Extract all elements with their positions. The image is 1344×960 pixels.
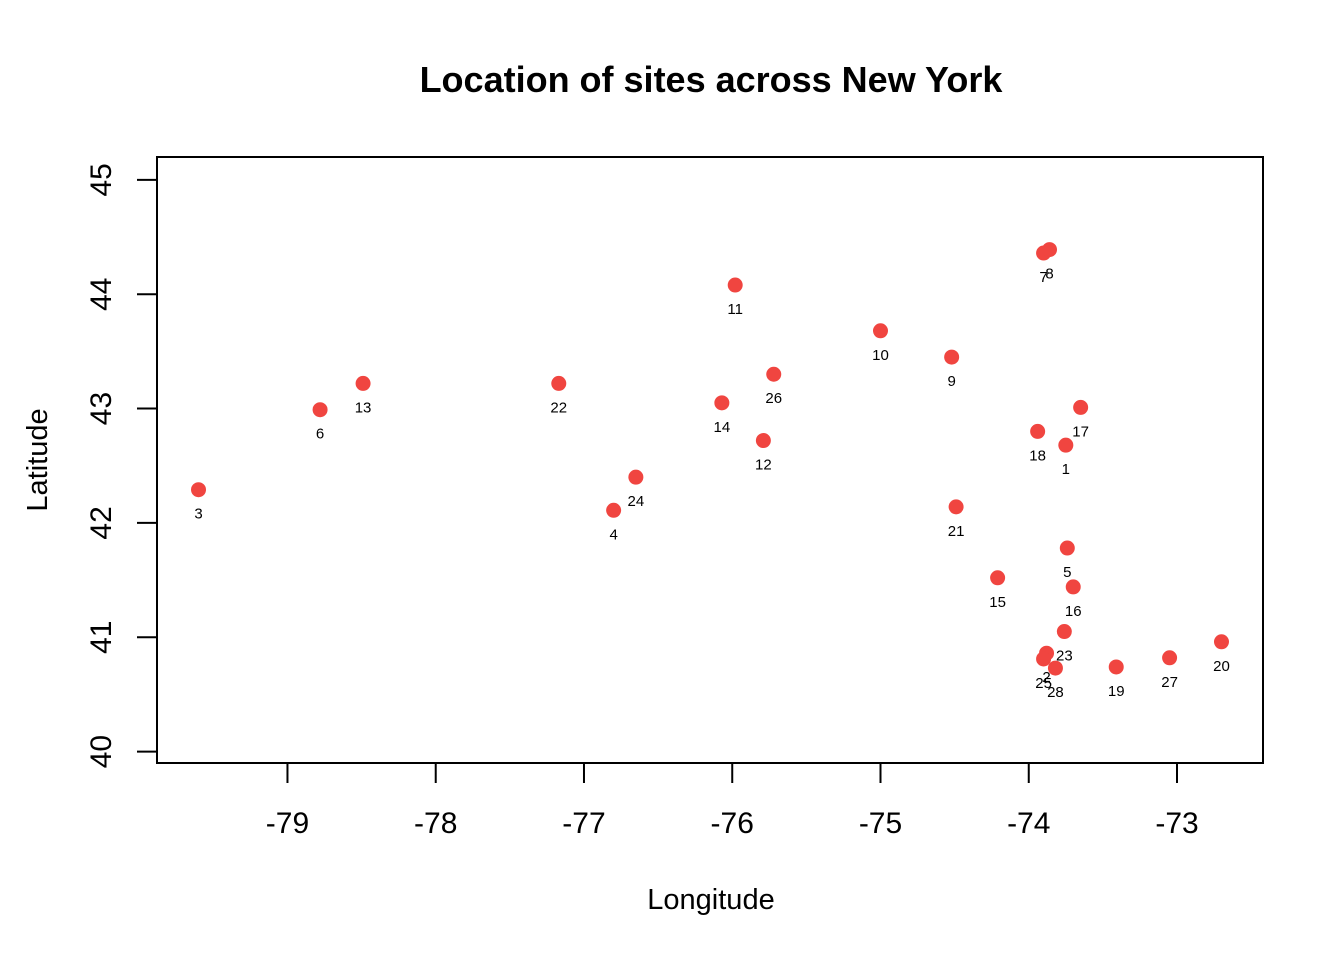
y-tick-label: 41 (85, 621, 118, 654)
site-label: 26 (765, 390, 782, 407)
site-label: 13 (355, 399, 372, 416)
site-label: 25 (1035, 675, 1052, 692)
site-label: 10 (872, 347, 889, 364)
y-tick-label: 43 (85, 392, 118, 425)
site-label: 24 (628, 493, 645, 510)
site-label: 8 (1045, 266, 1053, 283)
site-point (766, 366, 782, 382)
site-label: 17 (1072, 423, 1089, 440)
site-label: 28 (1047, 684, 1064, 701)
y-tick-label: 40 (85, 735, 118, 768)
site-point (191, 482, 207, 498)
y-tick-label: 42 (85, 506, 118, 539)
site-point (355, 375, 371, 391)
site-label: 9 (947, 373, 955, 390)
x-tick-label: -78 (414, 807, 457, 840)
site-label: 14 (714, 419, 731, 436)
site-label: 27 (1161, 674, 1178, 691)
site-label: 11 (727, 301, 743, 318)
site-point (714, 395, 730, 411)
chart-title: Location of sites across New York (420, 59, 1004, 100)
x-tick-label: -74 (1007, 807, 1050, 840)
site-label: 23 (1056, 648, 1073, 665)
site-point (1058, 437, 1074, 453)
site-label: 20 (1213, 658, 1230, 675)
site-point (1162, 650, 1178, 666)
x-axis-label: Longitude (647, 884, 774, 916)
site-point (727, 277, 743, 293)
y-tick-label: 44 (85, 278, 118, 311)
site-point (1065, 579, 1081, 595)
site-point (551, 375, 567, 391)
x-tick-label: -77 (562, 807, 605, 840)
site-point (1213, 634, 1229, 650)
site-label: 18 (1029, 447, 1046, 464)
site-point (1047, 660, 1063, 676)
site-label: 4 (609, 526, 617, 543)
site-point (1036, 651, 1052, 667)
site-label: 21 (948, 523, 965, 540)
site-label: 12 (755, 457, 772, 474)
site-label: 5 (1063, 564, 1071, 581)
site-point (628, 469, 644, 485)
y-axis-label: Latitude (22, 408, 54, 511)
site-point (1059, 540, 1075, 556)
y-axis: 40 41 42 43 44 45 (85, 163, 158, 768)
site-label: 3 (194, 506, 202, 523)
site-point (312, 402, 328, 418)
site-label: 22 (550, 399, 567, 416)
site-label: 19 (1108, 683, 1125, 700)
plot-area-border (156, 156, 1264, 764)
site-point (990, 570, 1006, 586)
data-point-labels: 1234567891011121314151617181920212223242… (194, 266, 1229, 701)
x-tick-label: -75 (859, 807, 902, 840)
x-tick-label: -73 (1155, 807, 1198, 840)
site-point (606, 502, 622, 518)
site-label: 15 (989, 594, 1006, 611)
site-point (944, 349, 960, 365)
site-label: 7 (1039, 269, 1047, 286)
y-tick-label: 45 (85, 163, 118, 196)
site-label: 16 (1065, 603, 1082, 620)
site-point (1030, 423, 1046, 439)
x-axis: -79 -78 -77 -76 -75 -74 -73 (266, 762, 1199, 840)
site-point (1108, 659, 1124, 675)
site-point (1042, 242, 1058, 258)
site-label: 6 (316, 426, 324, 443)
site-point (872, 323, 888, 339)
x-tick-label: -79 (266, 807, 309, 840)
site-point (1073, 399, 1089, 415)
site-label: 1 (1062, 461, 1070, 478)
data-points (191, 242, 1229, 676)
site-point (755, 433, 771, 449)
x-tick-label: -76 (711, 807, 754, 840)
site-point (1056, 624, 1072, 640)
site-point (948, 499, 964, 515)
site-label: 2 (1042, 669, 1050, 686)
